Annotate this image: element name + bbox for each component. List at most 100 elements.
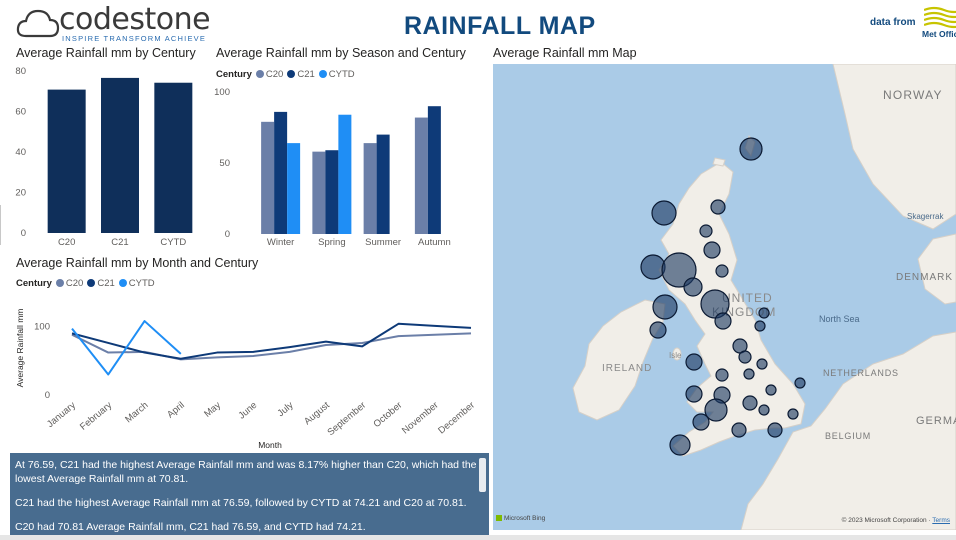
legend-c20[interactable]: C20 xyxy=(65,278,84,289)
x-tick-label: April xyxy=(165,400,187,421)
month-chart-title: Average Rainfall mm by Month and Century xyxy=(16,256,259,270)
legend-c21[interactable]: C21 xyxy=(297,69,315,80)
rainfall-bubble[interactable] xyxy=(739,137,763,161)
line-c20[interactable] xyxy=(71,332,472,361)
y-axis-title: Average Rainfall mm xyxy=(15,309,25,388)
x-tick-label: Winter xyxy=(267,237,294,248)
map-canvas[interactable]: NORWAY Skagerrak DENMARK UNITED KINGDOM … xyxy=(493,64,956,530)
x-tick-label: February xyxy=(78,400,114,433)
legend-c20[interactable]: C20 xyxy=(265,69,284,80)
season-bar-chart[interactable]: 0 50 100 Winter Spring Summer Autumn xyxy=(205,80,470,255)
bar-c20[interactable] xyxy=(47,89,86,234)
line-cytd[interactable] xyxy=(71,320,182,376)
bar-c21-autumn[interactable] xyxy=(427,106,441,234)
y-tick-label: 40 xyxy=(15,147,26,158)
x-tick-label: Summer xyxy=(365,237,401,248)
x-axis-title: Month xyxy=(258,440,282,450)
map-label-united: UNITED xyxy=(722,291,773,305)
legend-dot-cytd xyxy=(118,279,127,287)
map-title: Average Rainfall mm Map xyxy=(493,46,637,60)
century-bar-chart[interactable]: 0 20 40 60 80 C20 C21 CYTD xyxy=(0,60,205,255)
bar-c21-summer[interactable] xyxy=(376,134,390,234)
bar-c20-summer[interactable] xyxy=(363,143,377,234)
rainfall-bubble[interactable] xyxy=(767,422,783,438)
map-copyright: © 2023 Microsoft Corporation · Terms xyxy=(841,517,950,524)
map-label-skagerrak: Skagerrak xyxy=(907,212,944,221)
rainfall-bubble[interactable] xyxy=(787,408,799,420)
x-tick-label: C20 xyxy=(58,237,75,248)
bing-logo: Microsoft Bing xyxy=(496,515,545,522)
rainfall-bubble[interactable] xyxy=(661,252,697,288)
bar-cytd[interactable] xyxy=(154,82,193,233)
page-edge-marker xyxy=(0,205,1,245)
rainfall-bubble[interactable] xyxy=(731,422,747,438)
x-tick-label: November xyxy=(400,400,441,437)
microsoft-logo-icon xyxy=(496,515,502,521)
rainfall-bubble[interactable] xyxy=(640,254,666,280)
map-label-germany: GERMA xyxy=(916,415,956,427)
rainfall-bubble[interactable] xyxy=(699,224,713,238)
terms-link[interactable]: Terms xyxy=(932,517,950,524)
rainfall-bubble[interactable] xyxy=(683,277,703,297)
bar-c21-spring[interactable] xyxy=(325,150,339,234)
map-label-ireland: IRELAND xyxy=(602,363,652,374)
map-label-norway: NORWAY xyxy=(883,88,943,102)
bottom-scrollbar[interactable] xyxy=(0,535,956,540)
data-from-label: data from xyxy=(870,17,916,28)
rainfall-bubble[interactable] xyxy=(754,320,766,332)
x-tick-label: March xyxy=(123,400,150,425)
bar-cytd-winter[interactable] xyxy=(287,143,301,234)
rainfall-bubble[interactable] xyxy=(738,350,752,364)
europe-land xyxy=(740,331,956,530)
rainfall-bubble[interactable] xyxy=(685,353,703,371)
metoffice-logo: Met Office xyxy=(922,6,956,40)
bar-c21-winter[interactable] xyxy=(274,111,288,234)
rainfall-bubble[interactable] xyxy=(669,434,691,456)
narrative-paragraph-2: C21 had the highest Average Rainfall mm … xyxy=(15,497,467,509)
rainfall-bubble[interactable] xyxy=(758,404,770,416)
y-tick-label: 100 xyxy=(214,87,230,98)
y-tick-label: 50 xyxy=(219,158,230,169)
y-tick-label: 0 xyxy=(45,390,50,401)
line-c21[interactable] xyxy=(71,322,472,360)
rainfall-map[interactable]: NORWAY Skagerrak DENMARK UNITED KINGDOM … xyxy=(493,64,956,530)
rainfall-bubble[interactable] xyxy=(704,398,728,422)
rainfall-bubble[interactable] xyxy=(758,307,770,319)
rainfall-bubble[interactable] xyxy=(652,294,678,320)
map-label-isle: Isle xyxy=(669,351,682,360)
map-label-netherlands: NETHERLANDS xyxy=(823,368,899,378)
y-tick-label: 0 xyxy=(225,229,230,240)
month-line-chart[interactable]: 0 100 Average Rainfall mm January February Ma… xyxy=(0,290,485,452)
bing-label: Microsoft Bing xyxy=(504,515,546,522)
legend-cytd[interactable]: CYTD xyxy=(328,69,355,80)
narrative-scrollbar[interactable] xyxy=(479,458,486,492)
y-tick-label: 100 xyxy=(34,322,50,333)
rainfall-bubble[interactable] xyxy=(651,200,677,226)
legend-dot-c21 xyxy=(87,279,96,287)
rainfall-bubble[interactable] xyxy=(765,384,777,396)
x-tick-label: C21 xyxy=(111,237,128,248)
bar-c21[interactable] xyxy=(101,77,139,234)
bar-c20-winter[interactable] xyxy=(261,121,275,234)
rainfall-bubble[interactable] xyxy=(714,312,732,330)
cloud-icon xyxy=(16,9,60,38)
rainfall-bubble[interactable] xyxy=(756,358,768,370)
rainfall-bubble[interactable] xyxy=(703,241,721,259)
month-legend: Century C20 C21 CYTD xyxy=(16,278,155,289)
orkney-land xyxy=(712,157,726,167)
bar-cytd-spring[interactable] xyxy=(338,114,352,234)
rainfall-bubble[interactable] xyxy=(692,413,710,431)
rainfall-bubble[interactable] xyxy=(649,321,667,339)
rainfall-bubble[interactable] xyxy=(715,264,729,278)
rainfall-bubble[interactable] xyxy=(743,368,755,380)
bar-c20-autumn[interactable] xyxy=(414,117,428,234)
rainfall-bubble[interactable] xyxy=(715,368,729,382)
legend-c21[interactable]: C21 xyxy=(97,278,115,289)
rainfall-bubble[interactable] xyxy=(685,385,703,403)
rainfall-bubble[interactable] xyxy=(794,377,806,389)
bar-c20-spring[interactable] xyxy=(312,151,326,234)
legend-cytd[interactable]: CYTD xyxy=(128,278,155,289)
narrative-paragraph-1: At 76.59, C21 had the highest Average Ra… xyxy=(15,459,477,485)
rainfall-bubble[interactable] xyxy=(742,395,758,411)
rainfall-bubble[interactable] xyxy=(710,199,726,215)
